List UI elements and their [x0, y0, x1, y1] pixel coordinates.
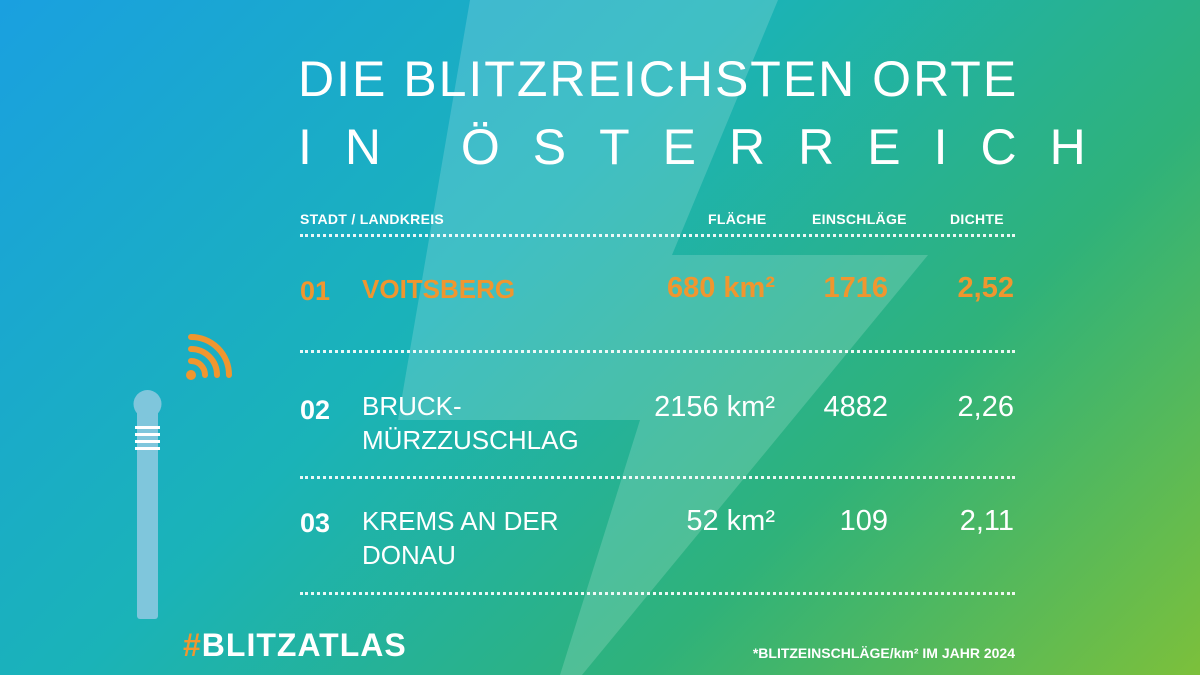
hashtag-text: BLITZATLAS — [201, 627, 407, 663]
city-name-line-1: BRUCK- — [362, 391, 462, 421]
density-value: 2,52 — [957, 272, 1014, 304]
city-name-line-2: MÜRZZUSCHLAG — [362, 425, 579, 455]
header-area: FLÄCHE — [708, 211, 767, 227]
density-value: 2,11 — [959, 505, 1014, 537]
city-name: VOITSBERG — [362, 274, 516, 304]
area-value: 52 km² — [686, 505, 775, 537]
rank: 03 — [300, 508, 331, 538]
density-value: 2,26 — [957, 391, 1014, 423]
strikes-value: 109 — [839, 505, 888, 537]
area-value: 2156 km² — [654, 391, 775, 423]
title-line-2: IN ÖSTERREICH — [298, 119, 1119, 175]
footnote: *BLITZEINSCHLÄGE/km² IM JAHR 2024 — [752, 645, 1015, 661]
wireless-signal-icon — [186, 334, 232, 380]
header-density: DICHTE — [950, 211, 1004, 227]
lightning-sensor-icon — [133, 334, 232, 619]
header-strikes: EINSCHLÄGE — [812, 211, 907, 227]
hashtag: #BLITZATLAS — [183, 627, 407, 664]
strikes-value: 1716 — [823, 272, 888, 304]
rank: 01 — [300, 276, 331, 306]
title-line-1: DIE BLITZREICHSTEN ORTE — [298, 51, 1019, 107]
divider — [300, 350, 1015, 353]
rank: 02 — [300, 395, 331, 425]
divider — [300, 592, 1015, 595]
strikes-value: 4882 — [823, 391, 888, 423]
hashtag-symbol: # — [183, 627, 202, 663]
divider — [300, 234, 1015, 237]
divider — [300, 476, 1015, 479]
city-name-line-1: KREMS AN DER — [362, 506, 559, 536]
header-city: STADT / LANDKREIS — [300, 211, 445, 227]
city-name-line-2: DONAU — [362, 540, 456, 570]
area-value: 680 km² — [666, 272, 775, 304]
